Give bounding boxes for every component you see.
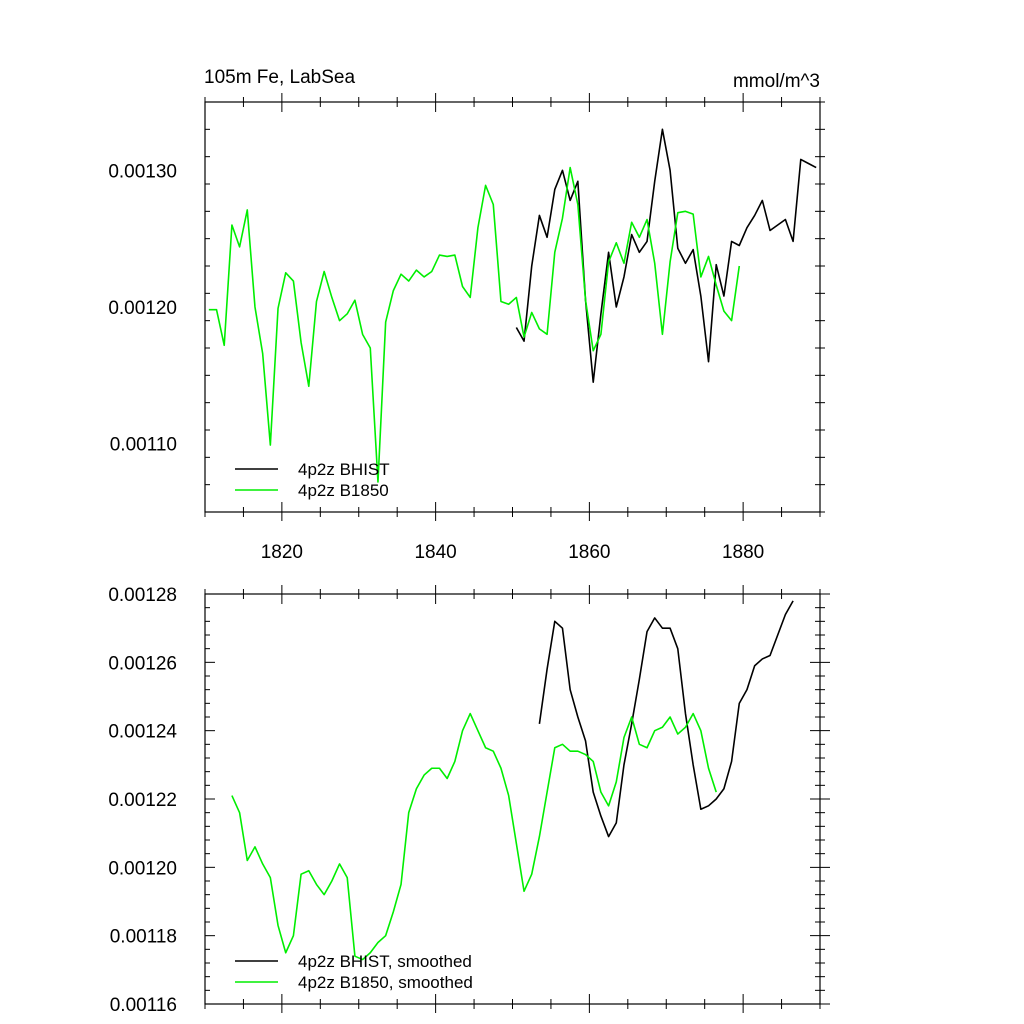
bottom-y-tick-label: 0.00128 [108, 585, 177, 606]
bottom-y-tick-label: 0.00120 [108, 858, 177, 879]
top-x-tick-label: 1860 [568, 542, 610, 563]
bottom-y-tick-label: 0.00116 [110, 995, 177, 1016]
top-y-tick-label: 0.00110 [110, 435, 177, 456]
top-chart-x-tick-labels: 1820 1840 1860 1880 [261, 542, 765, 563]
top-y-tick-label: 0.00120 [108, 298, 177, 319]
top-legend-label-bhist: 4p2z BHIST [298, 460, 390, 479]
top-legend-label-b1850: 4p2z B1850 [298, 481, 389, 500]
bottom-chart-panel: 0.00116 0.00118 0.00120 0.00122 0.00124 0.001… [108, 585, 830, 1016]
bottom-legend-label-bhist: 4p2z BHIST, smoothed [298, 952, 472, 971]
bottom-legend-label-b1850: 4p2z B1850, smoothed [298, 973, 473, 992]
top-chart-legend: 4p2z BHIST 4p2z B1850 [235, 460, 390, 500]
bottom-series-line-bhist [538, 600, 794, 838]
top-x-tick-label: 1820 [261, 542, 303, 563]
top-chart-title: 105m Fe, LabSea [204, 67, 355, 88]
bottom-series-line-b1850 [231, 712, 717, 961]
top-chart-y-tick-labels: 0.00110 0.00120 0.00130 [108, 161, 177, 455]
bottom-y-tick-label: 0.00122 [108, 790, 177, 811]
bottom-chart-y-tick-labels: 0.00116 0.00118 0.00120 0.00122 0.00124 0.001… [108, 585, 177, 1016]
top-x-tick-label: 1880 [722, 542, 764, 563]
top-series-line-bhist [515, 128, 817, 383]
bottom-chart-series-lines [231, 600, 794, 961]
top-chart-plot-frame [204, 101, 821, 513]
top-series-line-b1850 [208, 166, 741, 483]
top-y-tick-label: 0.00130 [108, 161, 177, 182]
bottom-chart-legend: 4p2z BHIST, smoothed 4p2z B1850, smoothe… [235, 952, 473, 992]
top-chart-units: mmol/m^3 [733, 71, 820, 92]
bottom-y-tick-label: 0.00124 [108, 722, 177, 743]
bottom-y-tick-label: 0.00126 [108, 653, 177, 674]
top-chart-panel: 105m Fe, LabSea mmol/m^3 0.001100.001200… [108, 67, 825, 563]
bottom-chart-plot-frame [204, 593, 821, 1005]
bottom-y-tick-label: 0.00118 [110, 927, 177, 948]
top-x-tick-label: 1840 [414, 542, 456, 563]
top-chart-series-lines [208, 128, 817, 483]
